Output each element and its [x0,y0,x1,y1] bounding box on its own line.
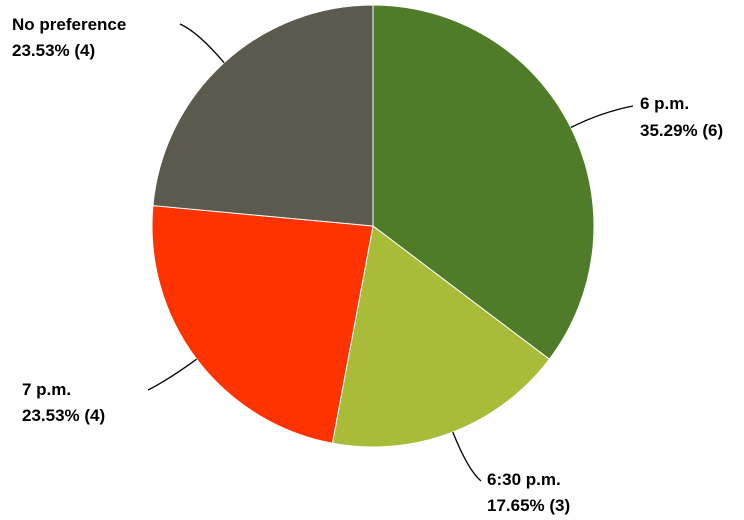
slice-label-7pm: 7 p.m. 23.53% (4) [22,380,105,425]
leader-line-6pm [570,105,634,129]
slice-label-6pm: 6 p.m. 35.29% (6) [640,94,723,140]
leader-line-630pm [452,431,482,482]
slice-label-no-preference-name: No preference [12,15,126,34]
pie-slices [151,4,595,448]
slice-label-630pm: 6:30 p.m. 17.65% (3) [487,470,570,515]
pie-slice-7pm [151,205,374,444]
slice-label-7pm-name: 7 p.m. [22,380,71,399]
slice-label-7pm-value: 23.53% (4) [22,406,105,425]
pie-slice-no-preference [152,4,374,227]
leader-line-no-preference [179,23,225,64]
slice-label-6pm-name: 6 p.m. [640,94,689,113]
leader-lines [147,23,634,482]
slice-label-no-preference: No preference 23.53% (4) [12,15,126,60]
slice-label-630pm-name: 6:30 p.m. [487,470,561,489]
leader-line-7pm [147,358,197,391]
slice-label-630pm-value: 17.65% (3) [487,496,570,515]
slice-label-6pm-value: 35.29% (6) [640,121,723,140]
pie-slice-630pm [331,225,551,448]
slice-label-no-preference-value: 23.53% (4) [12,41,95,60]
